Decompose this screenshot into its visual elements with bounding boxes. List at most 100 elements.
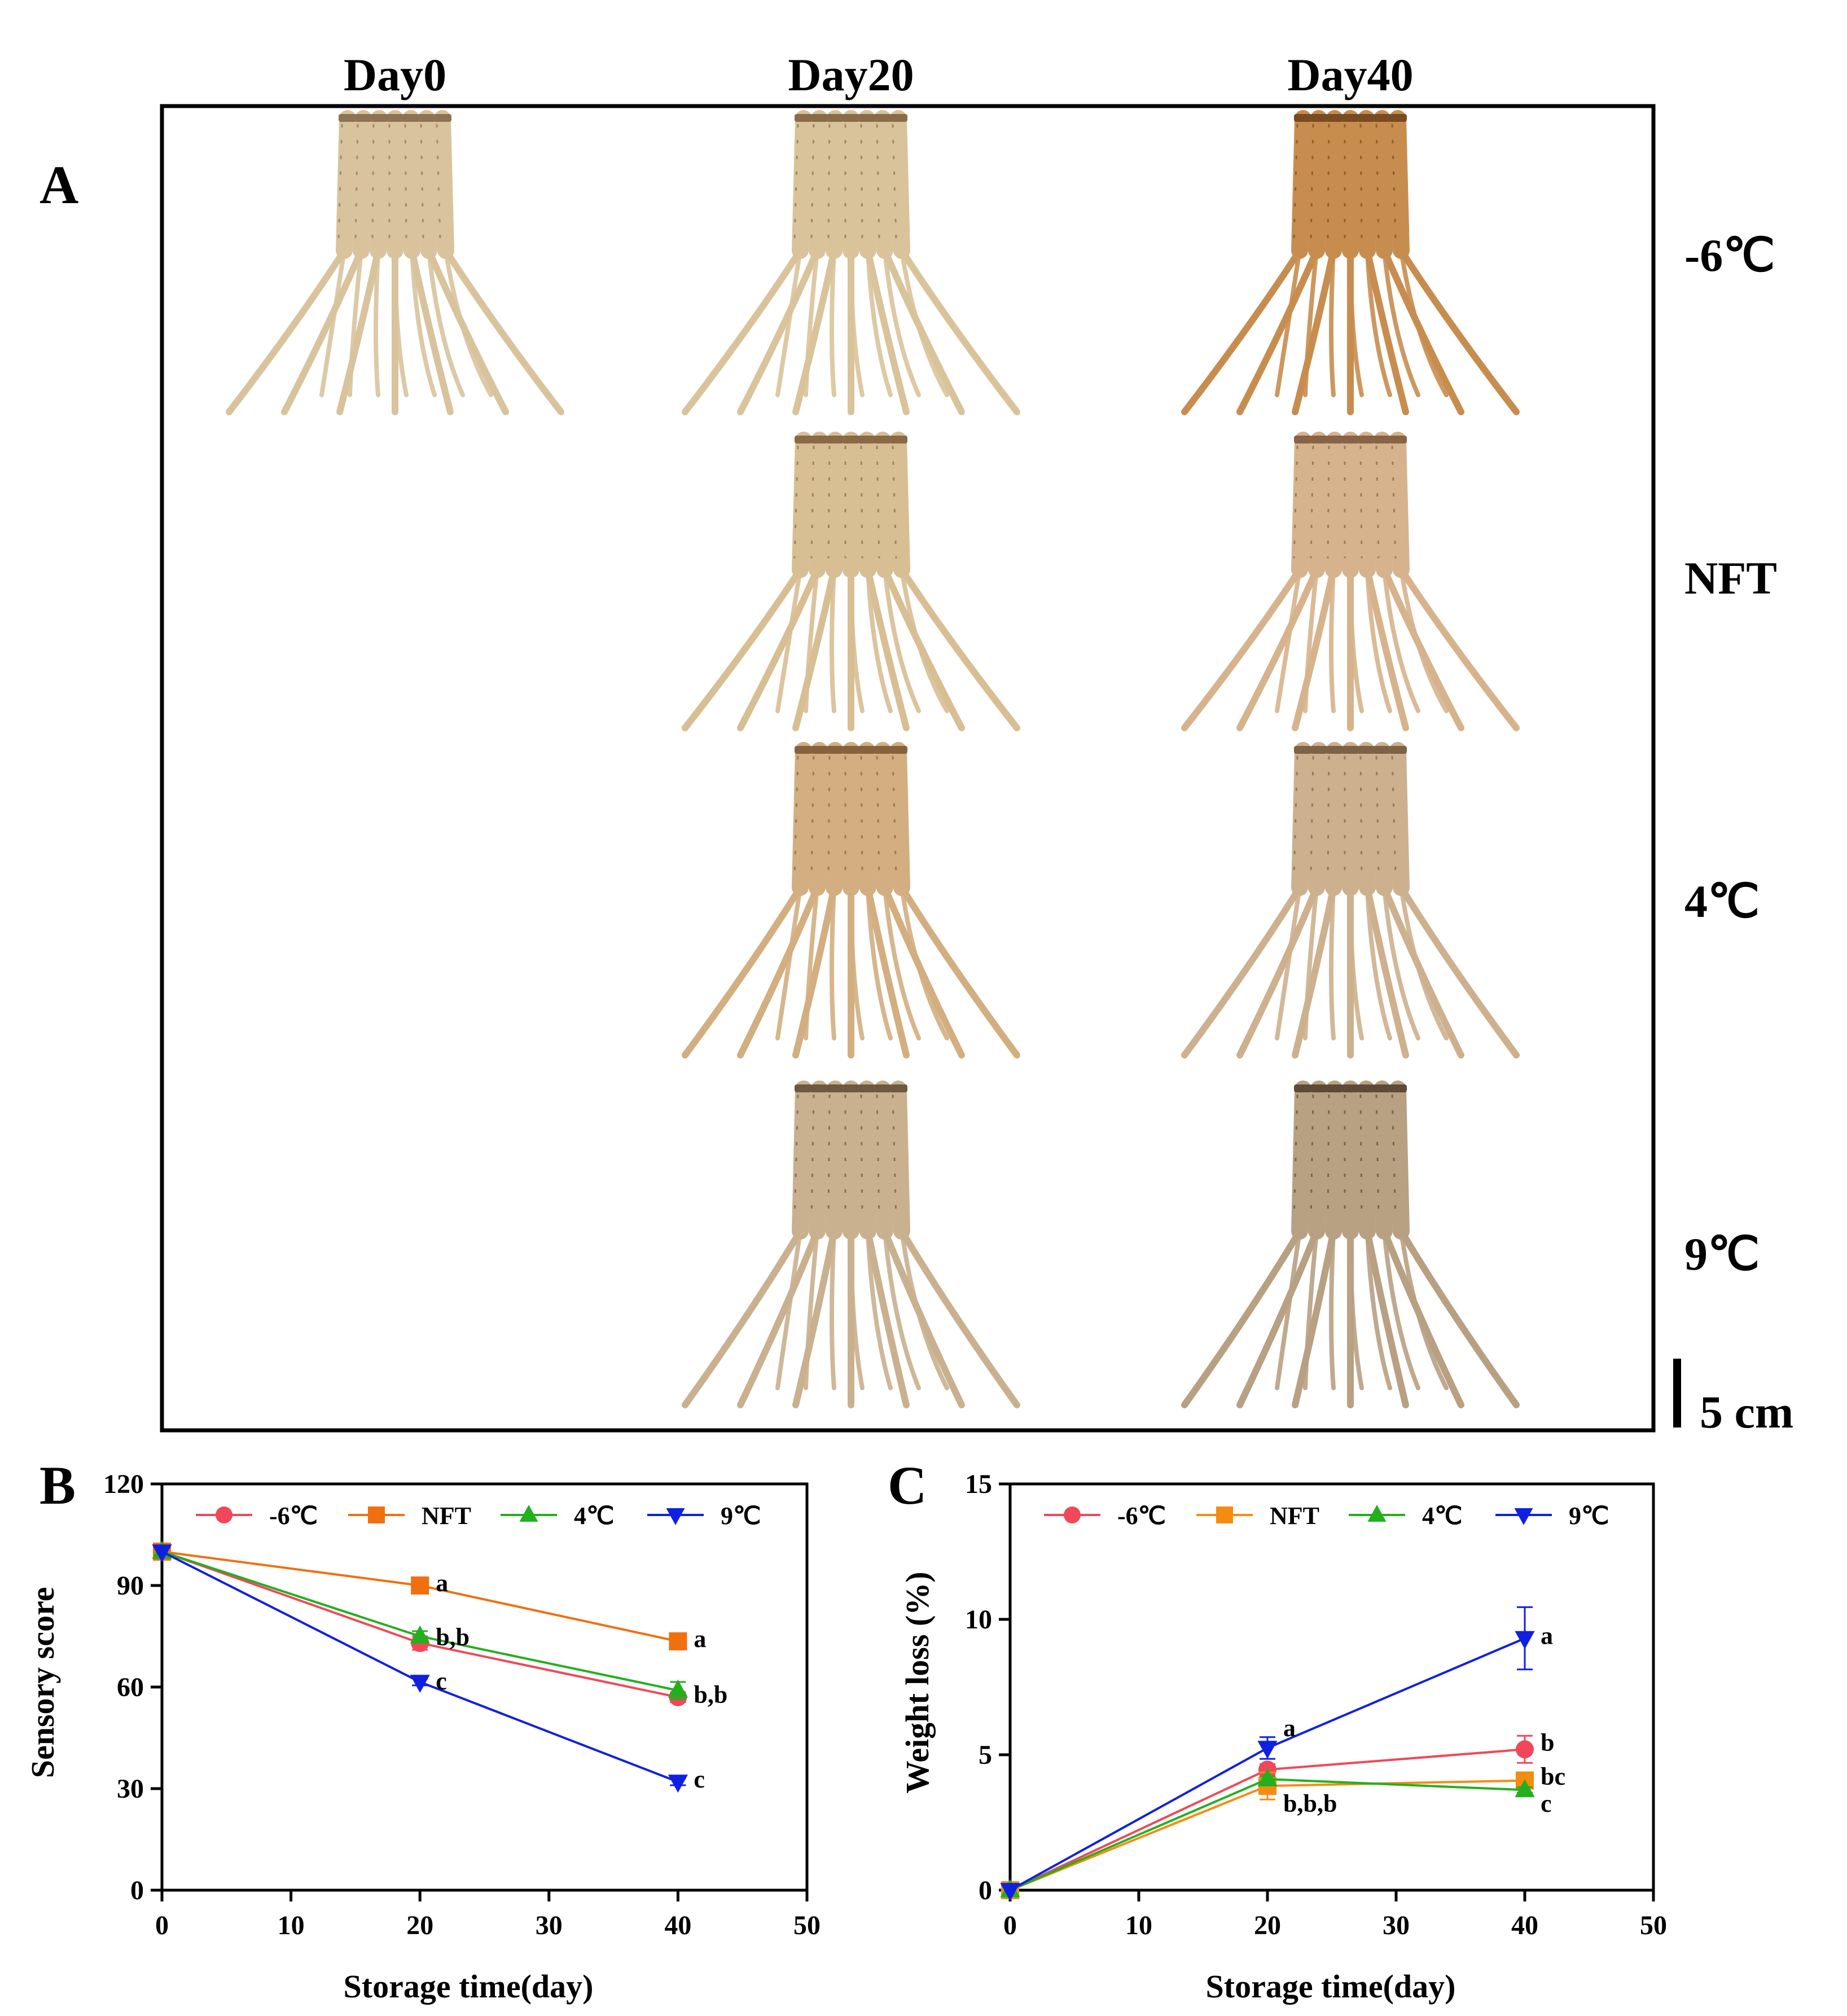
significance-label: c	[694, 1765, 705, 1793]
significance-label: b	[1541, 1729, 1554, 1756]
root-crown	[1357, 436, 1375, 443]
root-stem-texture	[354, 124, 359, 240]
legend-label: -6℃	[1117, 1502, 1166, 1530]
significance-label: c	[1541, 1790, 1552, 1817]
root-stem	[809, 110, 828, 259]
root-tail	[898, 566, 1020, 731]
root-tail	[1399, 885, 1449, 1040]
root-stem	[809, 1081, 828, 1240]
root-crown	[386, 114, 404, 122]
legend-item--6℃: -6℃	[1044, 1502, 1166, 1530]
root-bundle-day20-row3	[682, 1081, 1020, 1408]
root-stem	[1325, 1081, 1343, 1240]
root-tail	[1348, 1229, 1364, 1390]
data-point-triangle-down	[1514, 1508, 1533, 1525]
legend-label: 4℃	[1422, 1502, 1462, 1530]
root-crown	[1326, 114, 1344, 122]
column-header-day20: Day20	[788, 49, 914, 100]
root-crown	[1357, 746, 1375, 754]
root-stem-texture	[860, 124, 863, 240]
root-stem-texture	[793, 445, 799, 559]
root-stem-texture	[1310, 445, 1314, 559]
root-stem	[826, 110, 844, 259]
root-crown	[339, 114, 357, 122]
significance-label: b,b	[694, 1681, 727, 1708]
root-crown	[1310, 114, 1328, 122]
root-crown	[418, 114, 436, 122]
root-stem-texture	[892, 445, 897, 559]
legend-label: -6℃	[269, 1502, 318, 1530]
root-crown	[889, 1084, 907, 1092]
data-point-triangle-down	[668, 1775, 688, 1793]
y-tick-label: 30	[117, 1774, 144, 1804]
root-tail	[1329, 248, 1336, 397]
root-tail	[1364, 247, 1409, 415]
root-tail	[1292, 566, 1337, 731]
legend-item--6℃: -6℃	[196, 1502, 318, 1530]
root-stem	[1389, 1081, 1410, 1240]
significance-label: a	[1541, 1622, 1553, 1650]
root-stem-texture	[1359, 124, 1363, 240]
legend-label: 9℃	[1569, 1502, 1609, 1530]
root-tail	[1365, 248, 1392, 397]
root-stem	[874, 110, 893, 259]
root-crown	[795, 746, 813, 754]
root-bundle-day20-row1	[682, 432, 1020, 731]
root-stem	[1374, 742, 1393, 896]
root-stem	[1358, 742, 1376, 896]
root-tail	[682, 884, 804, 1058]
root-tail	[883, 567, 921, 713]
root-crown	[1294, 114, 1312, 122]
root-crown	[842, 114, 860, 122]
data-point-triangle-down	[1515, 1631, 1535, 1649]
root-crown	[1357, 1084, 1375, 1092]
root-stem	[1358, 1081, 1376, 1240]
root-tail	[1398, 1228, 1520, 1408]
x-tick-label: 50	[793, 1910, 821, 1940]
photo-frame	[160, 104, 1656, 1433]
root-tail	[1181, 1228, 1303, 1408]
root-tail	[1292, 1228, 1337, 1408]
root-tail	[865, 247, 910, 415]
root-stem-texture	[1310, 124, 1314, 240]
root-tail	[1364, 884, 1409, 1058]
data-point-triangle-up	[1367, 1505, 1387, 1522]
root-stem	[792, 110, 812, 259]
root-stem	[1389, 432, 1410, 578]
series-9℃	[152, 1544, 688, 1793]
root-crown	[1373, 746, 1391, 754]
root-bundle-day40-row2	[1181, 742, 1520, 1058]
series-4℃	[1000, 1768, 1535, 1898]
root-tail	[682, 566, 804, 731]
root-tail	[1236, 566, 1320, 731]
root-crown	[826, 436, 844, 443]
root-tail	[1399, 1229, 1449, 1390]
root-bundle-day40-row3	[1181, 1081, 1520, 1408]
data-point-triangle-up	[519, 1505, 538, 1522]
root-crown	[874, 114, 892, 122]
root-tail	[883, 1229, 921, 1390]
x-tick-label: 20	[406, 1910, 433, 1940]
root-tail	[1181, 247, 1303, 415]
root-stem	[1374, 1081, 1393, 1240]
root-stem	[858, 1081, 876, 1240]
root-crown	[1389, 436, 1407, 443]
root-tail	[1181, 566, 1303, 731]
significance-label: a	[1283, 1714, 1296, 1742]
root-tail	[737, 566, 821, 731]
root-tail	[900, 248, 949, 397]
root-stem-texture	[420, 124, 424, 240]
root-stem	[1308, 1081, 1327, 1240]
root-crown	[1310, 746, 1328, 754]
root-stem	[1374, 110, 1393, 259]
root-stem-texture	[436, 124, 441, 240]
data-point-triangle-up	[1257, 1768, 1278, 1786]
root-crown	[810, 436, 828, 443]
root-tail	[775, 248, 802, 397]
root-crown	[1310, 436, 1328, 443]
root-crown	[842, 1084, 860, 1092]
root-stem	[336, 110, 356, 259]
root-crown	[1389, 1084, 1407, 1092]
root-crown	[826, 1084, 844, 1092]
legend-label: 9℃	[721, 1502, 761, 1530]
